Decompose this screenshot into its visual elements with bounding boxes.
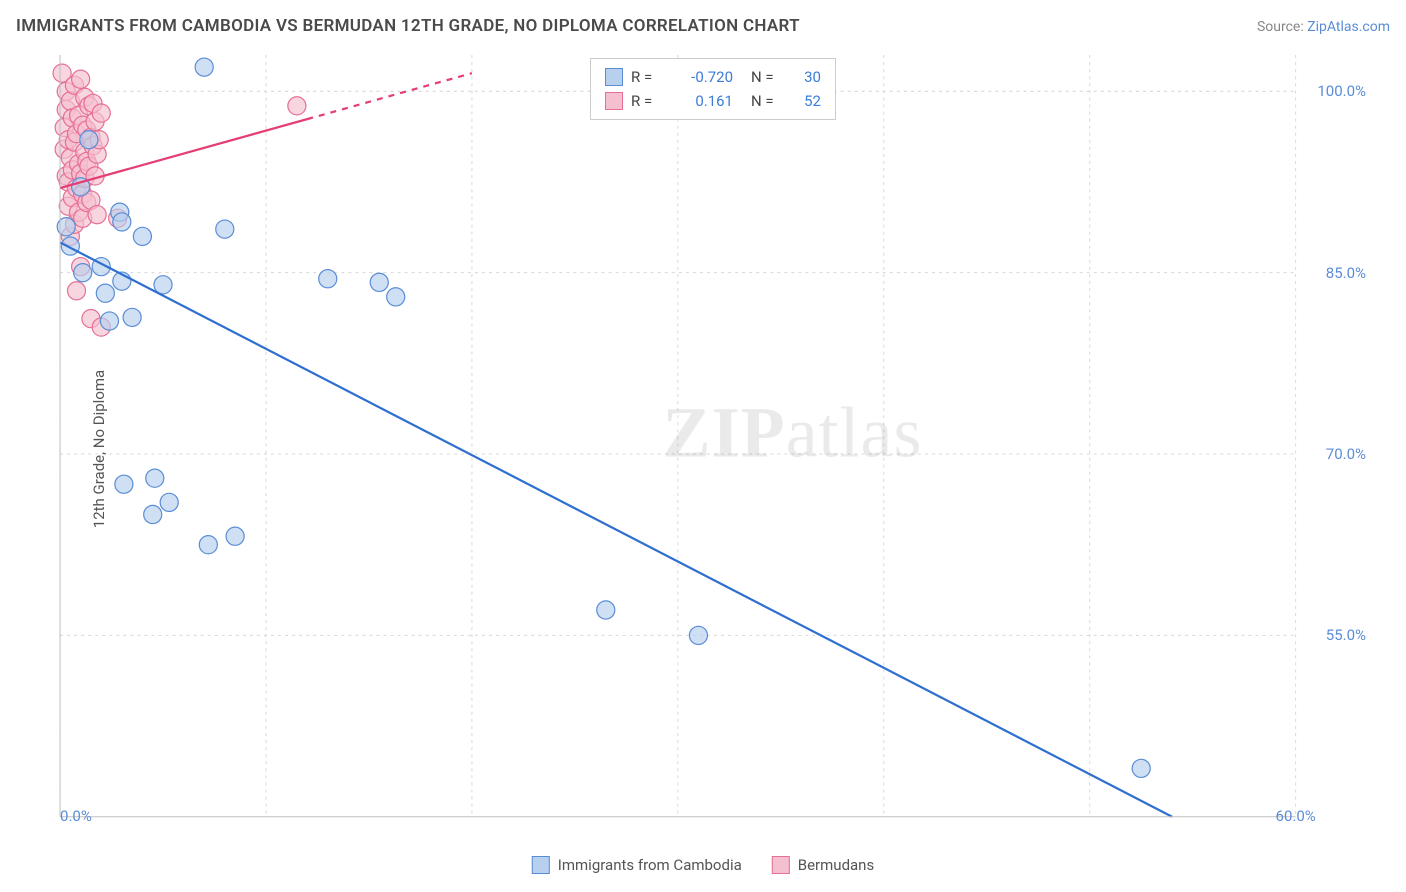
x-tick-label: 60.0% [1276,807,1316,825]
legend-row-series-0: R = -0.720 N = 30 [605,65,821,89]
y-tick-label: 55.0% [1326,626,1366,644]
legend-item-series-1: Bermudans [772,856,874,874]
chart-area: 12th Grade, No Diploma ZIPatlas R = -0.7… [50,50,1376,847]
legend-row-series-1: R = 0.161 N = 52 [605,89,821,113]
scatter-plot-svg [50,50,1376,847]
y-tick-label: 100.0% [1317,82,1366,100]
correlation-legend: R = -0.720 N = 30 R = 0.161 N = 52 [590,58,836,120]
source-link[interactable]: ZipAtlas.com [1307,19,1390,35]
chart-title: IMMIGRANTS FROM CAMBODIA VS BERMUDAN 12T… [16,16,800,36]
y-axis-label: 12th Grade, No Diploma [90,369,108,527]
legend-item-series-0: Immigrants from Cambodia [532,856,742,874]
y-tick-label: 70.0% [1326,445,1366,463]
x-tick-label: 0.0% [60,807,92,825]
y-tick-label: 85.0% [1326,264,1366,282]
source-attribution: Source: ZipAtlas.com [1257,19,1390,35]
series-legend: Immigrants from Cambodia Bermudans [532,856,874,874]
